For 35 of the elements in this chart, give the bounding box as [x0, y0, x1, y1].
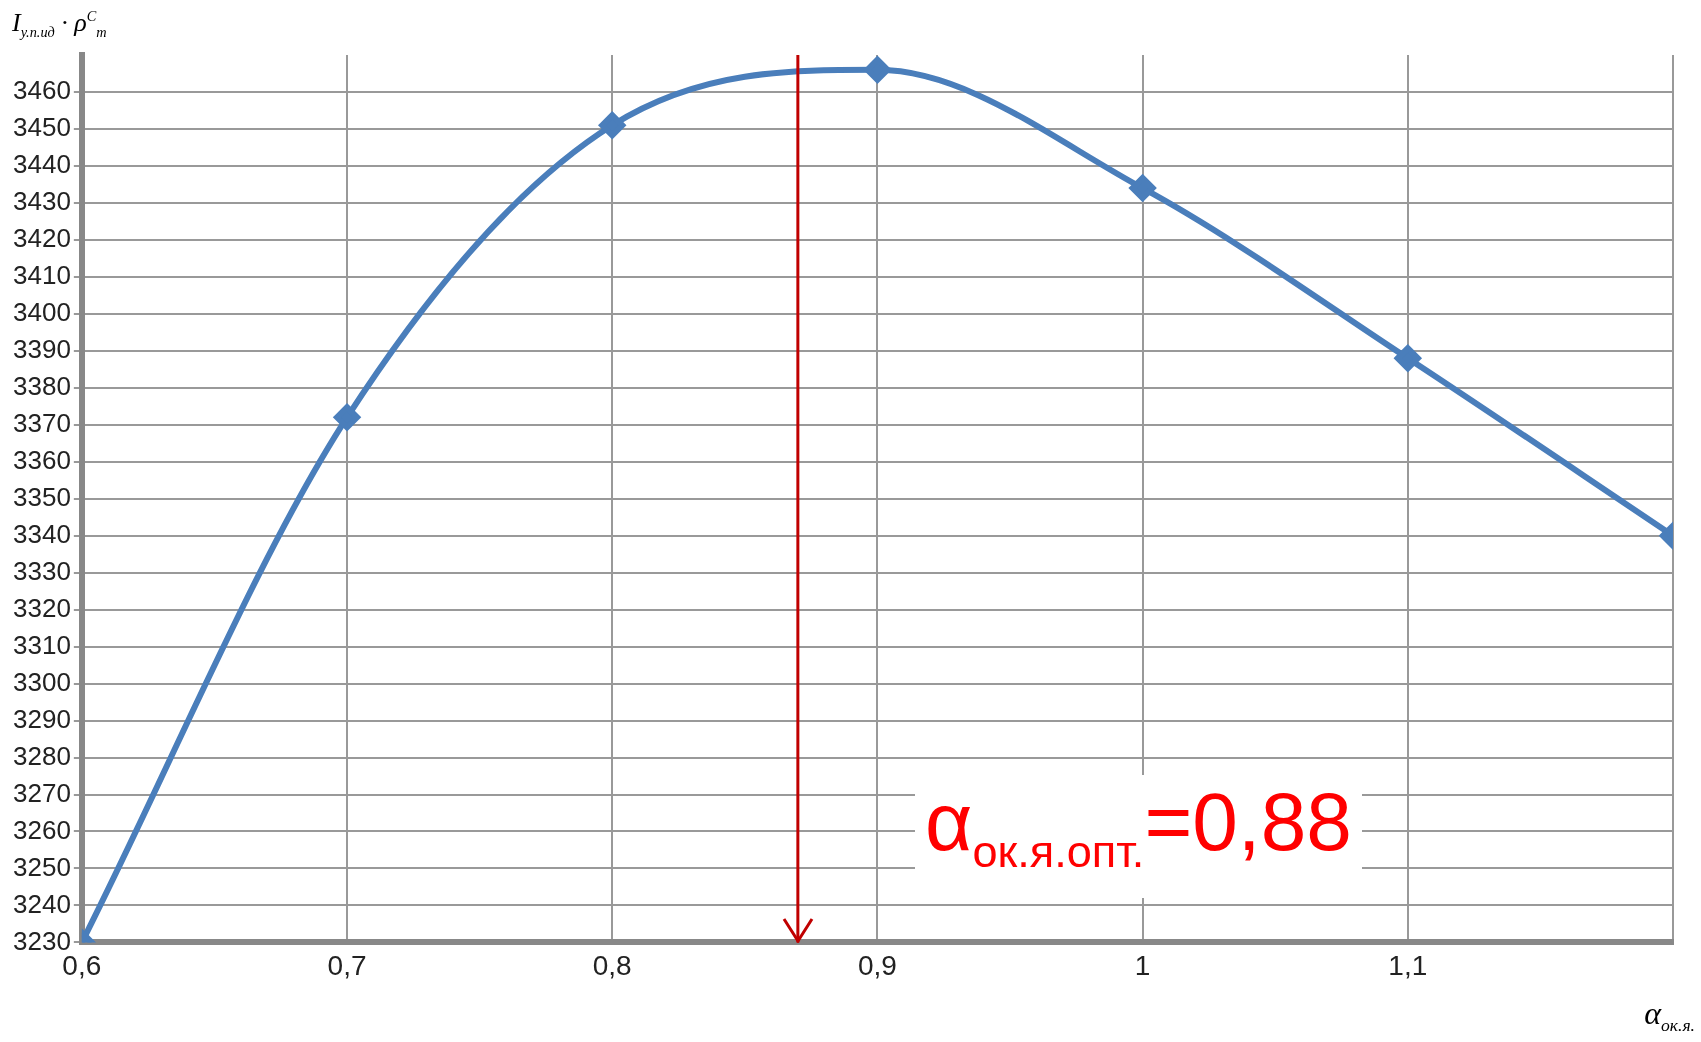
- x-tick-label: 1: [1134, 949, 1151, 981]
- point: [1394, 345, 1421, 372]
- y-tick-label: 3440: [13, 149, 71, 180]
- x-tick-label: 0,9: [857, 949, 897, 981]
- y-tick-label: 3250: [13, 851, 71, 882]
- y-tick-label: 3270: [13, 777, 71, 808]
- y-tick-label: 3420: [13, 223, 71, 254]
- y-tick-label: 3430: [13, 186, 71, 217]
- y-tick-label: 3310: [13, 629, 71, 660]
- point: [1129, 175, 1156, 202]
- y-tick-label: 3340: [13, 518, 71, 549]
- y-tick-label: 3390: [13, 333, 71, 364]
- y-tick-label: 3400: [13, 297, 71, 327]
- y-tick-label: 3460: [13, 75, 71, 106]
- point: [864, 56, 891, 83]
- x-axis-title: α$_{ок.я.}$: [1644, 994, 1695, 1036]
- y-tick-label: 3300: [13, 666, 71, 697]
- point: [334, 404, 361, 431]
- y-tick-label: 3240: [13, 888, 71, 919]
- y-tick-label: 3350: [13, 481, 71, 512]
- y-tick-label: 3450: [13, 112, 71, 143]
- y-tick-label: 3290: [13, 703, 71, 734]
- x-tick-label: 0,7: [327, 949, 367, 981]
- y-tick-label: 3380: [13, 370, 71, 401]
- y-tick-label: 3260: [13, 814, 71, 845]
- y-tick-label: 3360: [13, 444, 71, 475]
- y-tick-label: 3330: [13, 555, 71, 586]
- y-tick-label: 3320: [13, 592, 71, 623]
- y-tick-label: 3280: [13, 740, 71, 771]
- x-tick-label: 1,1: [1388, 949, 1428, 981]
- y-tick-label: 3410: [13, 260, 71, 291]
- annotation: α$_{ок.я.опт.}$=0,88: [915, 775, 1362, 899]
- x-tick-label: 0,8: [592, 949, 632, 981]
- point: [599, 112, 626, 139]
- y-tick-label: 3370: [13, 407, 71, 438]
